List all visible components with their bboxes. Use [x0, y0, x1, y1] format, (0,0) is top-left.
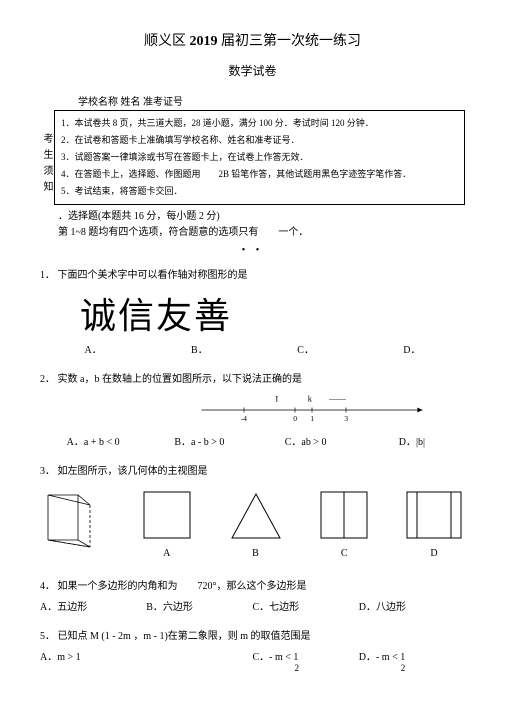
q1-stem: 1． 下面四个美术字中可以看作轴对称图形的是 [40, 266, 465, 281]
q3-stem: 3． 如左图所示，该几何体的主视图是 [40, 462, 465, 477]
q3-label-a: A [163, 548, 170, 559]
subtitle: 数学试卷 [40, 62, 465, 79]
notice-item: 4．在答题卡上，选择题、作图题用 2B 铅笔作答，其他试题用黑色字迹签字笔作答． [61, 166, 458, 183]
svg-text:I: I [275, 394, 278, 404]
notice-item: 5．考试结束，将答题卡交回． [61, 183, 458, 200]
q3-shape-d: D [403, 486, 465, 559]
q3-shape-a: A [138, 486, 196, 559]
svg-text:1: 1 [310, 415, 314, 424]
q5-opt-c-sub: 2 [253, 663, 359, 673]
q3-shape-c: C [315, 486, 373, 559]
section-dots: • • [40, 245, 465, 256]
title-suffix: 届初三第一次统一练习 [218, 34, 362, 49]
section-line1: ．选择题(本题共 16 分，每小题 2 分) [58, 209, 465, 225]
q1-opt-b: B． [146, 341, 252, 356]
notice-box: 1．本试卷共 8 页，共三道大题，28 道小题，满分 100 分．考试时间 12… [54, 110, 465, 205]
q3-shape-b: B [226, 486, 286, 559]
notice-item: 3．试题答案一律填涂或书写在答题卡上，在试卷上作答无效． [61, 149, 458, 166]
q2-opt-b: B．a - b > 0 [146, 433, 252, 448]
q3-prism [40, 485, 108, 559]
q5-opt-c: C．- m < 1 [253, 648, 359, 663]
notice-item: 2．在试卷和答题卡上准确填写学校名称、姓名和准考证号． [61, 132, 458, 149]
notice-item: 1．本试卷共 8 页，共三道大题，28 道小题，满分 100 分．考试时间 12… [61, 115, 458, 132]
q2-opt-d: D．|b| [359, 433, 465, 448]
section-line2: 第 1~8 题均有四个选项，符合题意的选项只有 一个． [58, 225, 465, 241]
q3-label-c: C [341, 548, 348, 559]
svg-text:3: 3 [344, 415, 348, 424]
title-prefix: 顺义区 [144, 34, 190, 49]
svg-text:-4: -4 [241, 415, 248, 424]
q4-stem: 4． 如果一个多边形的内角和为 720°，那么这个多边形是 [40, 577, 465, 592]
q1-options: A． B． C． D． [40, 341, 465, 356]
q2-opt-a: A．a + b < 0 [40, 433, 146, 448]
q3-label-d: D [430, 548, 437, 559]
svg-text:——: —— [328, 394, 347, 404]
q5-opt-d: D．- m < 1 [359, 648, 465, 663]
notice-block: 考生须知 1．本试卷共 8 页，共三道大题，28 道小题，满分 100 分．考试… [40, 110, 465, 205]
q4-opt-b: B．六边形 [146, 598, 252, 613]
notice-side-label: 考生须知 [40, 110, 54, 205]
q4-options: A．五边形 B．六边形 C．七边形 D．八边形 [40, 598, 465, 613]
q1-opt-a: A． [40, 341, 146, 356]
q3-shapes: A B C D [40, 485, 465, 559]
q1-opt-c: C． [253, 341, 359, 356]
q5-opt-d-sub: 2 [359, 663, 465, 673]
q2-stem: 2． 实数 a，b 在数轴上的位置如图所示，以下说法正确的是 [40, 370, 465, 385]
numberline-svg: I k —— -4 0 1 3 [40, 393, 465, 427]
q2-opt-c: C．ab > 0 [253, 433, 359, 448]
q5-opt-a: A．m > 1 [40, 652, 81, 663]
school-line: 学校名称 姓名 准考证号 [40, 93, 465, 108]
title-year: 2019 [190, 34, 218, 49]
q3-label-b: B [252, 548, 259, 559]
q5-options: A．m > 1 C．- m < 1 2 D．- m < 1 2 [40, 648, 465, 673]
svg-text:0: 0 [293, 415, 297, 424]
page-title: 顺义区 2019 届初三第一次统一练习 [40, 30, 465, 50]
q1-opt-d: D． [359, 341, 465, 356]
q4-opt-a: A．五边形 [40, 598, 146, 613]
q1-chars: 诚信友善 [80, 287, 465, 339]
q4-opt-d: D．八边形 [359, 598, 465, 613]
section-header: ．选择题(本题共 16 分，每小题 2 分) 第 1~8 题均有四个选项，符合题… [40, 209, 465, 241]
svg-text:k: k [308, 394, 313, 404]
q2-numberline: I k —— -4 0 1 3 [40, 393, 465, 427]
q4-opt-c: C．七边形 [253, 598, 359, 613]
q2-options: A．a + b < 0 B．a - b > 0 C．ab > 0 D．|b| [40, 433, 465, 448]
q5-stem: 5． 已知点 M (1 - 2m ，m - 1)在第二象限，则 m 的取值范围是 [40, 627, 465, 642]
